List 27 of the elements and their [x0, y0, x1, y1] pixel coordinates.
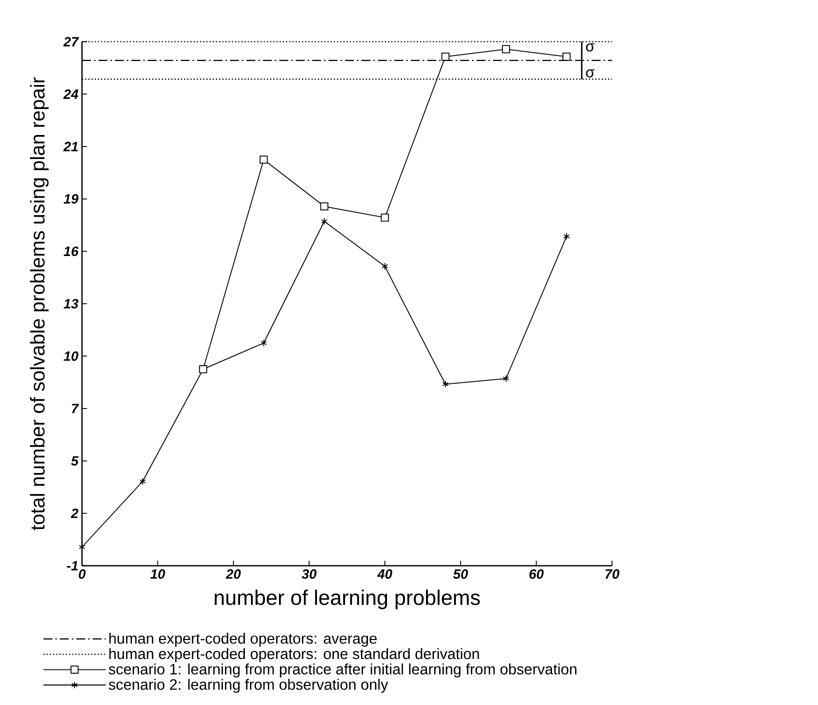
x-tick-label: 40 [377, 569, 392, 579]
y-tick-label: 19 [64, 194, 78, 204]
y-tick-label: -1 [66, 561, 78, 570]
y-tick-label: 2 [70, 508, 78, 518]
legend-label: scenario 2: learning from observation only [108, 678, 388, 693]
y-tick-label: 10 [64, 351, 78, 361]
legend-label: scenario 1: learning from practice after initial learning from observation [108, 663, 576, 678]
x-tick-label: 50 [453, 569, 468, 579]
y-tick-label: 5 [71, 456, 79, 466]
y-tick-label: 24 [63, 89, 78, 99]
x-tick-label: 10 [150, 569, 166, 579]
x-tick-label: 30 [302, 569, 317, 579]
x-tick-label: 0 [78, 569, 86, 579]
legend-label: human expert-coded operators: one standard derivation [109, 648, 479, 662]
annotation: σ [586, 43, 594, 52]
x-axis-title: number of learning problems [214, 590, 480, 610]
x-tick-label: 70 [605, 569, 620, 579]
legend-label: human expert-coded operators: average [109, 632, 377, 647]
annotation: σ [586, 69, 594, 78]
y-tick-label: 13 [64, 298, 78, 308]
x-tick-label: 60 [529, 569, 544, 579]
y-tick-label: 16 [64, 246, 79, 256]
y-tick-label: 21 [63, 142, 78, 152]
x-tick-label: 20 [226, 569, 241, 579]
y-tick-label: 7 [72, 404, 80, 414]
y-tick-label: 27 [63, 37, 79, 46]
y-axis-title: total number of solvable problems using plan repair [30, 77, 49, 530]
